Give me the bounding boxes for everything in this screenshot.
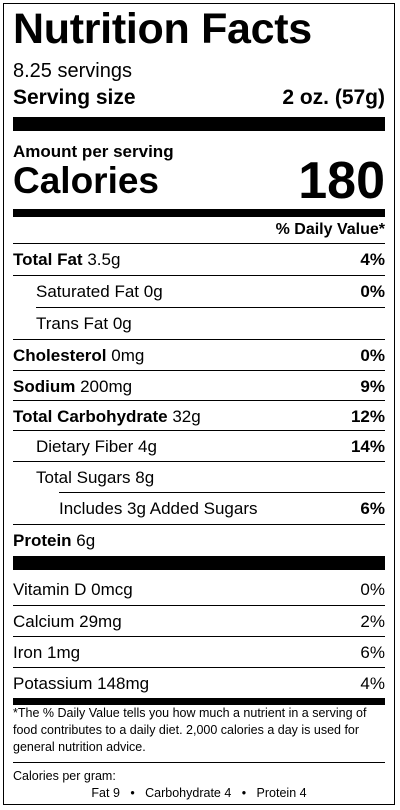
calories-label: Calories [13,160,160,201]
amount-per-serving: Amount per serving [13,142,174,161]
label-title: Nutrition Facts [13,5,312,53]
nutrient-label: Total Carbohydrate 32g [13,406,201,426]
footnote-divider [13,762,385,763]
row-divider [36,307,385,308]
nutrition-facts-label: Nutrition Facts 8.25 servings Serving si… [3,3,395,805]
row-divider [13,524,385,525]
vitamin-label: Vitamin D 0mcg [13,579,133,599]
protein-per-gram: Protein 4 [256,786,307,800]
calories-row: Calories 180 [13,155,385,207]
row-divider [59,492,385,493]
vitamin-dv: 0% [360,579,385,599]
vitamin-label: Calcium 29mg [13,611,122,631]
calories-value: 180 [298,152,385,210]
nutrient-row-total-sugars: Total Sugars 8g [13,462,385,493]
serving-size-value: 2 oz. (57g) [282,86,385,109]
row-divider [13,275,385,276]
thick-divider [13,556,385,570]
bullet-separator: • [130,786,135,800]
nutrient-label: Includes 3g Added Sugars [59,498,258,518]
fat-per-gram: Fat 9 [91,786,120,800]
row-divider [13,430,385,431]
daily-value-header: % Daily Value* [275,221,385,238]
row-divider [13,636,385,637]
vitamin-row-vitamin-d: Vitamin D 0mcg 0% [13,574,385,605]
nutrient-row-dietary-fiber: Dietary Fiber 4g 14% [13,431,385,462]
nutrient-row-total-fat: Total Fat 3.5g 4% [13,244,385,275]
row-divider [13,461,385,462]
vitamin-dv: 2% [360,611,385,631]
vitamin-row-potassium: Potassium 148mg 4% [13,668,385,699]
medium-divider [13,209,385,217]
row-divider [13,243,385,244]
nutrient-row-added-sugars: Includes 3g Added Sugars 6% [13,493,385,524]
nutrient-row-cholesterol: Cholesterol 0mg 0% [13,340,385,371]
nutrient-row-total-carbohydrate: Total Carbohydrate 32g 12% [13,401,385,432]
daily-value-footnote: *The % Daily Value tells you how much a … [13,706,367,754]
vitamin-row-calcium: Calcium 29mg 2% [13,606,385,637]
row-divider [13,370,385,371]
nutrient-row-saturated-fat: Saturated Fat 0g 0% [13,276,385,307]
nutrient-label: Trans Fat 0g [36,313,132,333]
nutrient-dv: 6% [360,498,385,518]
medium-divider [13,698,385,705]
nutrient-dv: 9% [360,376,385,396]
row-divider [13,605,385,606]
vitamin-row-iron: Iron 1mg 6% [13,637,385,668]
nutrient-label: Total Fat 3.5g [13,249,121,269]
row-divider [13,400,385,401]
nutrient-label: Saturated Fat 0g [36,281,163,301]
carbohydrate-per-gram: Carbohydrate 4 [145,786,232,800]
nutrient-label: Cholesterol 0mg [13,345,145,365]
nutrient-label: Dietary Fiber 4g [36,436,157,456]
nutrient-label: Sodium 200mg [13,376,133,396]
calories-per-gram-label: Calories per gram: [13,769,116,783]
row-divider [13,339,385,340]
nutrient-row-trans-fat: Trans Fat 0g [13,308,385,339]
serving-size-label: Serving size [13,86,136,109]
vitamin-dv: 4% [360,673,385,693]
serving-size-row: Serving size 2 oz. (57g) [13,85,385,111]
nutrient-label: Protein 6g [13,530,96,550]
nutrient-row-protein: Protein 6g [13,525,385,556]
nutrient-dv: 4% [360,249,385,269]
row-divider [13,667,385,668]
calories-per-gram-values: Fat 9 • Carbohydrate 4 • Protein 4 [13,785,385,802]
nutrient-dv: 14% [350,436,385,456]
label-content: Nutrition Facts 8.25 servings Serving si… [13,4,385,804]
vitamin-label: Iron 1mg [13,642,81,662]
nutrient-row-sodium: Sodium 200mg 9% [13,371,385,402]
thick-divider [13,117,385,131]
nutrient-dv: 0% [360,345,385,365]
nutrient-dv: 12% [350,406,385,426]
nutrient-label: Total Sugars 8g [36,467,155,487]
nutrient-dv: 0% [360,281,385,301]
vitamin-dv: 6% [360,642,385,662]
vitamin-label: Potassium 148mg [13,673,150,693]
servings-per-container: 8.25 servings [13,60,132,82]
bullet-separator: • [241,786,247,800]
